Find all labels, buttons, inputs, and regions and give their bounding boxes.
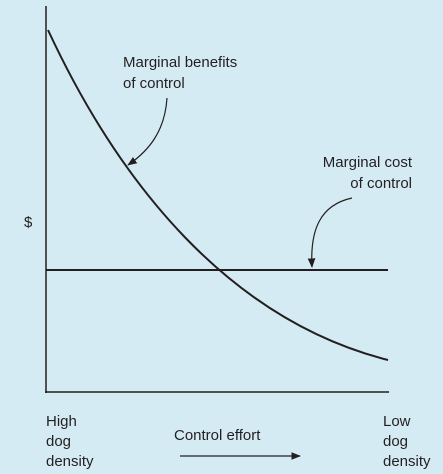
benefit-arrow (127, 97, 168, 166)
benefit-label: Marginal benefits (123, 54, 237, 71)
x-axis-label: Control effort (174, 427, 261, 444)
cost-arrow (307, 197, 353, 268)
x-right-label: density (383, 453, 431, 470)
benefit-label: of control (123, 75, 185, 92)
x-left-label: density (46, 453, 94, 470)
x-right-label: Low (383, 413, 411, 430)
y-axis-label: $ (24, 214, 33, 231)
x-left-label: dog (46, 433, 71, 450)
x-right-label: dog (383, 433, 408, 450)
x-left-label: High (46, 413, 77, 430)
cost-label: of control (350, 175, 412, 192)
cost-label: Marginal cost (323, 154, 413, 171)
benefit-curve (47, 29, 389, 361)
